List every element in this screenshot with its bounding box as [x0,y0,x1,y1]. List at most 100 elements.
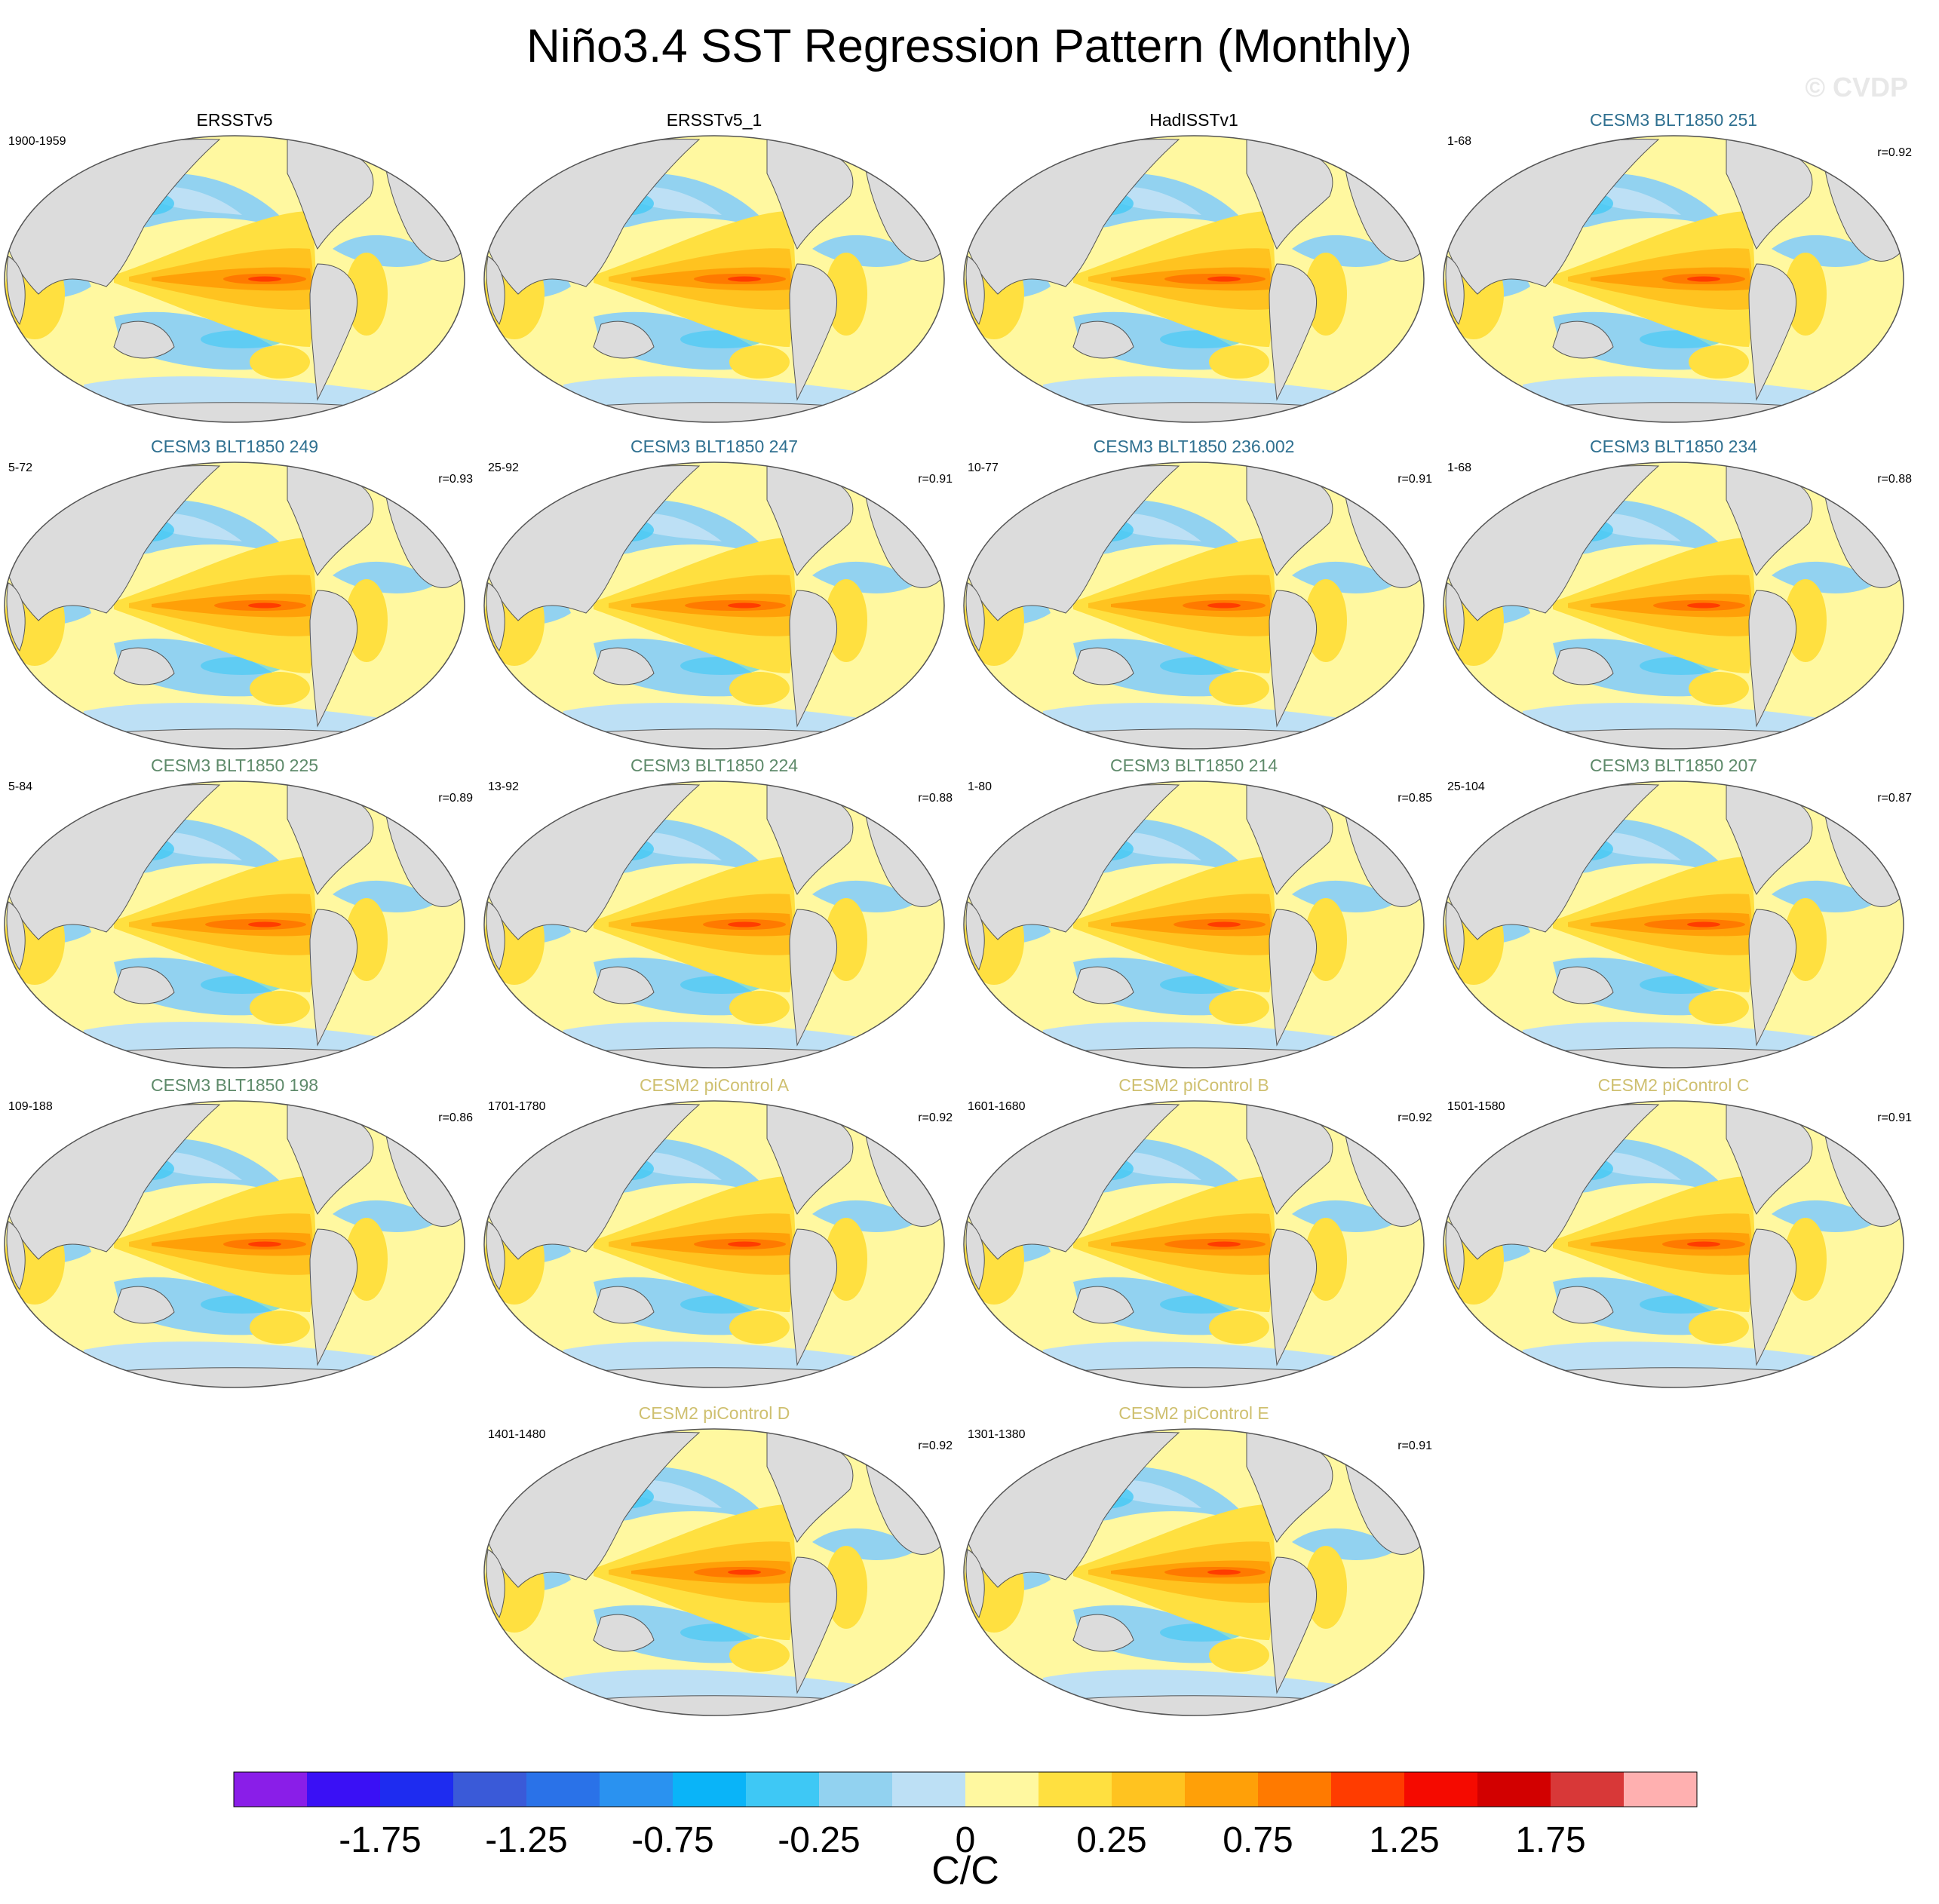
colorbar-tick-label: 0 [956,1820,976,1860]
watermark: © CVDP [1805,72,1908,103]
panel-years: 25-104 [1447,780,1485,793]
panel-title: CESM2 piControl A [640,1075,790,1095]
panel-correlation: r=0.93 [438,473,473,486]
panel-correlation: r=0.92 [1397,1111,1432,1124]
colorbar-frame [233,1771,1698,1807]
map-outline [483,1428,945,1716]
map-panel: CESM3 BLT1850 198 109-188 r=0.86 [4,1075,473,1388]
panel-years: 1-68 [1447,461,1471,474]
colorbar-tick-label: -1.25 [485,1820,567,1860]
colorbar-tick-label: -0.75 [631,1820,713,1860]
map-outline [4,135,465,423]
map-outline [963,1428,1425,1716]
panel-years: 1-68 [1447,135,1471,148]
panel-years: 1601-1680 [968,1100,1026,1113]
map-outline [963,135,1425,423]
colorbar-swatch [600,1772,673,1807]
panel-title: CESM3 BLT1850 225 [151,756,318,775]
map-panel: CESM2 piControl E 1301-1380 r=0.91 [963,1403,1432,1716]
colorbar-swatch [892,1772,966,1807]
colorbar-tick-label: 1.25 [1369,1820,1439,1860]
panel-title: CESM3 BLT1850 224 [630,756,798,775]
panel-correlation: r=0.87 [1877,792,1912,805]
map-panel: CESM2 piControl D 1401-1480 r=0.92 [483,1403,953,1716]
panel-title: CESM3 BLT1850 214 [1110,756,1278,775]
colorbar-swatch [453,1772,527,1807]
colorbar-tick-label: -0.25 [778,1820,860,1860]
map-panel: ERSSTv5_1 [483,110,945,423]
map-outline [4,1100,465,1388]
map-panel: CESM3 BLT1850 225 5-84 r=0.89 [4,756,473,1069]
colorbar-swatch [1624,1772,1698,1807]
colorbar-swatch [307,1772,381,1807]
colorbar-swatch [1258,1772,1332,1807]
panel-title: CESM3 BLT1850 198 [151,1075,318,1095]
map-panel: CESM3 BLT1850 207 25-104 r=0.87 [1443,756,1912,1069]
panel-years: 5-72 [8,461,32,474]
colorbar-tick-label: 0.25 [1076,1820,1146,1860]
map-outline [483,461,945,750]
panel-correlation: r=0.86 [438,1111,473,1124]
map-outline [483,780,945,1069]
panel-correlation: r=0.85 [1397,792,1432,805]
map-outline [483,1100,945,1388]
map-outline [1443,135,1904,423]
map-outline [1443,780,1904,1069]
panel-title: CESM3 BLT1850 207 [1590,756,1757,775]
map-outline [483,135,945,423]
panel-title: CESM2 piControl C [1598,1075,1750,1095]
panel-title: CESM3 BLT1850 234 [1590,437,1757,456]
map-panel: CESM3 BLT1850 224 13-92 r=0.88 [483,756,953,1069]
colorbar-units: C/C [931,1849,999,1893]
map-panel: CESM3 BLT1850 251 1-68 r=0.92 [1443,110,1912,423]
panel-years: 109-188 [8,1100,53,1113]
map-panel: CESM2 piControl B 1601-1680 r=0.92 [963,1075,1432,1388]
panel-correlation: r=0.92 [918,1111,953,1124]
map-panel: CESM3 BLT1850 247 25-92 r=0.91 [483,437,953,750]
colorbar-swatch [746,1772,820,1807]
map-panel: CESM2 piControl A 1701-1780 r=0.92 [483,1075,953,1388]
colorbar-swatch [526,1772,600,1807]
colorbar-swatch [965,1772,1039,1807]
panel-years: 25-92 [488,461,519,474]
panel-title: ERSSTv5_1 [667,110,762,130]
figure-title: Niño3.4 SST Regression Pattern (Monthly) [526,20,1412,72]
panel-years: 10-77 [968,461,999,474]
map-panel: ERSSTv5 1900-1959 [4,110,465,423]
panel-correlation: r=0.88 [1877,473,1912,486]
panel-title: HadISSTv1 [1149,110,1238,130]
panel-years: 1-80 [968,780,992,793]
panel-correlation: r=0.91 [1397,473,1432,486]
panel-correlation: r=0.89 [438,792,473,805]
colorbar-swatch [1551,1772,1625,1807]
colorbar-swatch [1477,1772,1551,1807]
panel-title: CESM3 BLT1850 249 [151,437,318,456]
panel-title: CESM3 BLT1850 247 [630,437,798,456]
colorbar-swatch [380,1772,454,1807]
map-outline [963,461,1425,750]
map-panel: CESM3 BLT1850 214 1-80 r=0.85 [963,756,1432,1069]
panel-years: 5-84 [8,780,32,793]
map-outline [4,461,465,750]
panel-title: CESM2 piControl D [639,1403,790,1423]
panel-title: CESM2 piControl B [1118,1075,1269,1095]
map-outline [4,780,465,1069]
panel-years: 1900-1959 [8,135,66,148]
colorbar: -1.75 -1.25 -0.75 -0.25 0 0.25 0.75 1.25 1.75 [233,1771,1698,1860]
map-panel: CESM2 piControl C 1501-1580 r=0.91 [1443,1075,1912,1388]
panel-correlation: r=0.91 [918,473,953,486]
colorbar-swatch [1404,1772,1478,1807]
panel-correlation: r=0.88 [918,792,953,805]
map-panel: HadISSTv1 [963,110,1425,423]
panel-title: ERSSTv5 [197,110,273,130]
panel-years: 13-92 [488,780,519,793]
map-outline [1443,1100,1904,1388]
panel-correlation: r=0.92 [918,1439,953,1452]
colorbar-swatch [1039,1772,1112,1807]
colorbar-swatch [819,1772,893,1807]
panel-years: 1501-1580 [1447,1100,1505,1113]
colorbar-swatch [1331,1772,1405,1807]
map-outline [963,1100,1425,1388]
colorbar-swatch [1185,1772,1259,1807]
